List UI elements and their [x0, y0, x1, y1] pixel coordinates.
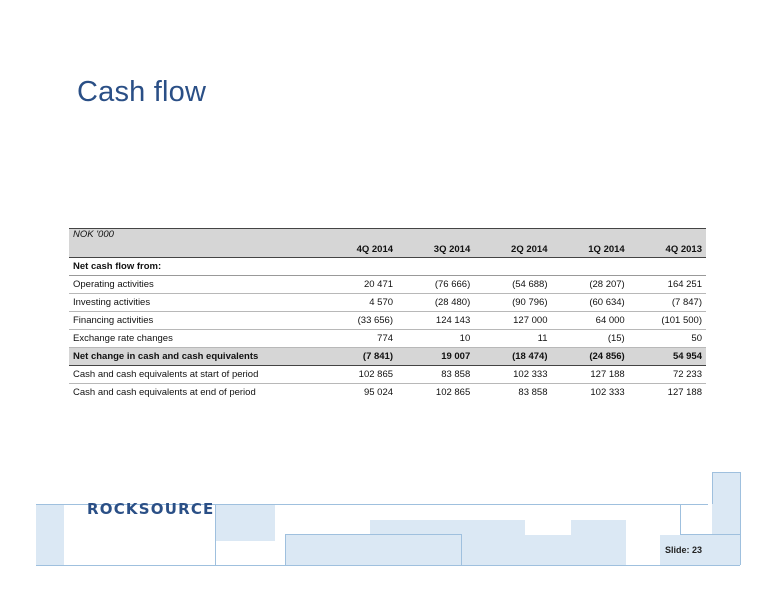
cell-value: 11	[474, 329, 552, 348]
row-label: Cash and cash equivalents at start of pe…	[69, 365, 320, 384]
cell-value: 127 188	[667, 387, 702, 398]
cell-value: 102 865	[319, 365, 398, 384]
cell-value: 164 251	[628, 275, 706, 294]
cell-value: (15)	[551, 329, 629, 348]
table-row: Cash and cash equivalents at start of pe…	[69, 365, 706, 384]
cell-value: (90 796)	[474, 293, 552, 312]
cell-value: (7 847)	[628, 293, 706, 312]
row-label: Financing activities	[69, 311, 320, 330]
cell-value: 83 858	[397, 365, 475, 384]
column-header: 4Q 2014	[319, 241, 398, 258]
slide-number: Slide: 23	[665, 545, 703, 555]
cell-value: 127 188	[551, 365, 629, 384]
cell-value: (18 474)	[474, 347, 552, 366]
cell-value: 50	[628, 329, 706, 348]
cell-value: 10	[397, 329, 475, 348]
cell-value: (7 841)	[319, 347, 398, 366]
row-label: Exchange rate changes	[69, 329, 320, 348]
rocksource-logo: ROCKSOURCE	[87, 500, 215, 518]
cell-value: 20 471	[319, 275, 398, 294]
section-row: Net cash flow from:	[69, 257, 706, 276]
cell-value: (54 688)	[474, 275, 552, 294]
header-spacer	[69, 241, 320, 258]
cell-value: (24 856)	[551, 347, 629, 366]
table-row: Investing activities 4 570 (28 480) (90 …	[69, 293, 706, 312]
table-row: Operating activities 20 471 (76 666) (54…	[69, 275, 706, 294]
row-label: Operating activities	[69, 275, 320, 294]
column-header: 3Q 2014	[397, 241, 475, 258]
cell-value: 124 143	[397, 311, 475, 330]
cash-flow-table: NOK '000 4Q 2014 3Q 2014 2Q 2014 1Q 2014…	[69, 228, 706, 401]
cell-value: (76 666)	[397, 275, 475, 294]
cell-value: 19 007	[397, 347, 475, 366]
cell-value: (60 634)	[551, 293, 629, 312]
cell-value: 102 333	[474, 365, 552, 384]
table-row: Cash and cash equivalents at end of peri…	[69, 384, 706, 402]
cell-value: 95 024	[363, 387, 394, 398]
cell-value: 774	[319, 329, 398, 348]
unit-label: NOK '000	[69, 228, 706, 241]
row-label: Net change in cash and cash equivalents	[69, 347, 320, 366]
cell-value: (33 656)	[319, 311, 398, 330]
cell-value: 83 858	[518, 387, 548, 398]
row-label: Investing activities	[69, 293, 320, 312]
cell-value: (28 480)	[397, 293, 475, 312]
cell-value: 54 954	[628, 347, 706, 366]
column-header: 2Q 2014	[474, 241, 552, 258]
cell-value: 102 865	[435, 387, 471, 398]
table-unit-row: NOK '000	[69, 228, 706, 241]
cell-value: 64 000	[551, 311, 629, 330]
column-header: 4Q 2013	[628, 241, 706, 258]
total-row: Net change in cash and cash equivalents …	[69, 347, 706, 366]
cell-value: 72 233	[628, 365, 706, 384]
column-header: 1Q 2014	[551, 241, 629, 258]
section-label: Net cash flow from:	[69, 257, 706, 276]
cell-value: 4 570	[319, 293, 398, 312]
cell-value: 102 333	[590, 387, 625, 398]
table-row: Financing activities (33 656) 124 143 12…	[69, 311, 706, 330]
slide-title: Cash flow	[77, 76, 207, 108]
cell-value: (28 207)	[551, 275, 629, 294]
cell-value: (101 500)	[628, 311, 706, 330]
row-label: Cash and cash equivalents at end of peri…	[73, 387, 256, 398]
table-header-row: 4Q 2014 3Q 2014 2Q 2014 1Q 2014 4Q 2013	[69, 241, 706, 258]
cell-value: 127 000	[474, 311, 552, 330]
table-row: Exchange rate changes 774 10 11 (15) 50	[69, 329, 706, 348]
